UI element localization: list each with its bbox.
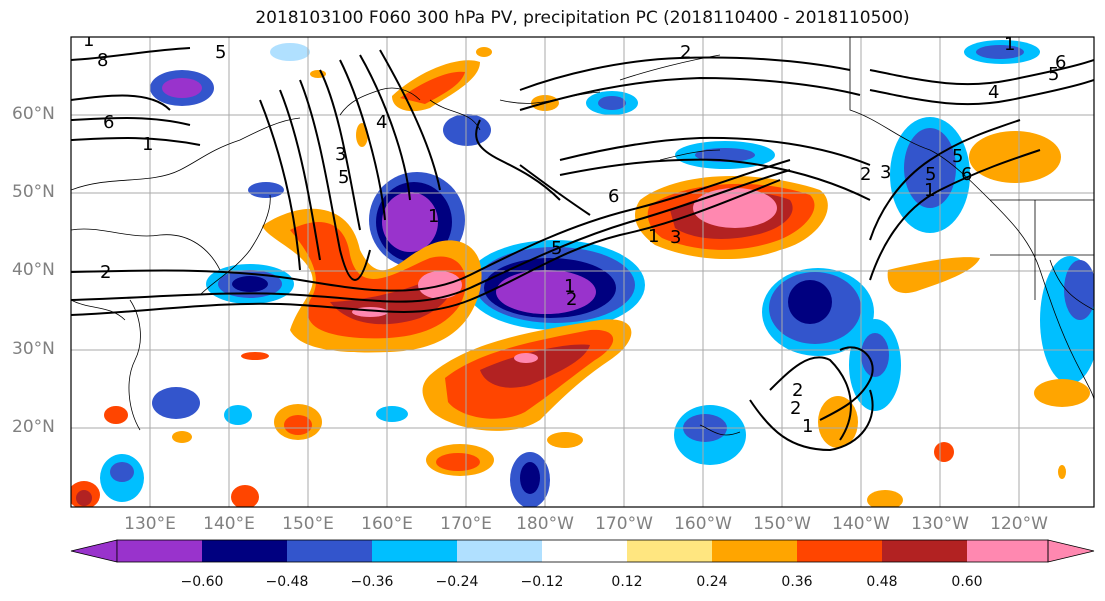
- contour-label: 1: [564, 276, 575, 297]
- lon-label: 130°E: [124, 514, 176, 534]
- contour-label: 6: [1055, 52, 1066, 73]
- contour-label: 1: [924, 180, 935, 201]
- lat-label: 20°N: [12, 417, 55, 437]
- contour-label: 6: [608, 186, 619, 207]
- colorbar-segment: [542, 540, 627, 562]
- lon-label: 170°E: [440, 514, 492, 534]
- map-frame: [70, 36, 1095, 508]
- contour-label: 3: [880, 162, 891, 183]
- colorbar-segment: [797, 540, 882, 562]
- lon-label: 160°W: [674, 514, 732, 534]
- contour-label: 5: [925, 164, 936, 185]
- colorbar-extend-low: [70, 539, 118, 563]
- colorbar-tick-label: 0.12: [611, 574, 643, 590]
- contour-label: 1: [83, 30, 94, 51]
- colorbar-tick-label: −0.12: [520, 574, 564, 590]
- colorbar-tick-label: −0.48: [265, 574, 309, 590]
- lon-label: 150°E: [282, 514, 334, 534]
- colorbar: [70, 539, 1095, 563]
- lon-label: 150°W: [753, 514, 811, 534]
- contour-label: 3: [670, 227, 681, 248]
- colorbar-extend-high: [1047, 539, 1095, 563]
- map-plot-area: 8 6 5 2 5 4 6 4 1 1 1 2 3 5 1 5 6 1 2 3 …: [71, 30, 1094, 507]
- colorbar-segment: [882, 540, 967, 562]
- colorbar-segment: [372, 540, 457, 562]
- colorbar-segment: [117, 540, 202, 562]
- contour-label: 8: [97, 50, 108, 71]
- pv-contours: [71, 47, 1094, 452]
- lon-label: 180°W: [516, 514, 574, 534]
- lon-label: 120°W: [990, 514, 1048, 534]
- contour-label: 2: [680, 42, 691, 63]
- colorbar-tick-label: 0.60: [951, 574, 983, 590]
- contour-label: 5: [1048, 64, 1059, 85]
- contour-label: 2: [100, 262, 111, 283]
- colorbar-segment: [287, 540, 372, 562]
- contour-label: 1: [648, 226, 659, 247]
- lat-label: 40°N: [12, 260, 55, 280]
- colorbar-tick-label: −0.60: [180, 574, 224, 590]
- colorbar-tick-label: 0.48: [866, 574, 898, 590]
- colorbar-segment: [457, 540, 542, 562]
- contour-label: 1: [142, 134, 153, 155]
- contour-label: 1: [428, 206, 439, 227]
- lon-label: 140°E: [203, 514, 255, 534]
- lat-label: 50°N: [12, 182, 55, 202]
- contour-label: 4: [376, 112, 387, 133]
- contour-label: 1: [802, 416, 813, 437]
- lat-label: 60°N: [12, 104, 55, 124]
- lon-label: 130°W: [911, 514, 969, 534]
- lon-label: 140°W: [832, 514, 890, 534]
- lat-label: 30°N: [12, 339, 55, 359]
- contour-label: 5: [551, 238, 562, 259]
- pv-contour-labels: 8 6 5 2 5 4 6 4 1 1 1 2 3 5 1 5 6 1 2 3 …: [83, 30, 1066, 437]
- contour-label: 2: [790, 398, 801, 419]
- contour-label: 5: [338, 167, 349, 188]
- colorbar-tick-label: −0.24: [435, 574, 479, 590]
- contour-label: 2: [566, 289, 577, 310]
- contour-label: 6: [961, 164, 972, 185]
- colorbar-segment: [202, 540, 287, 562]
- colorbar-tick-label: −0.36: [350, 574, 394, 590]
- contour-label: 5: [952, 146, 963, 167]
- colorbar-segment: [967, 540, 1048, 562]
- colorbar-segment: [627, 540, 712, 562]
- contour-label: 3: [335, 144, 346, 165]
- lon-label: 170°W: [595, 514, 653, 534]
- contour-label: 2: [860, 164, 871, 185]
- map-title: 2018103100 F060 300 hPa PV, precipitatio…: [255, 8, 910, 28]
- colorbar-tick-label: 0.36: [781, 574, 813, 590]
- negative-precip-anomalies: [100, 40, 1094, 507]
- contour-label: 1: [1004, 34, 1015, 55]
- contour-label: 4: [988, 82, 999, 103]
- lon-label: 160°E: [361, 514, 413, 534]
- colorbar-segment: [712, 540, 797, 562]
- map-grid: [71, 37, 1094, 507]
- contour-label: 6: [103, 112, 114, 133]
- colorbar-tick-label: 0.24: [696, 574, 728, 590]
- contour-label: 2: [792, 380, 803, 401]
- contour-label: 5: [215, 42, 226, 63]
